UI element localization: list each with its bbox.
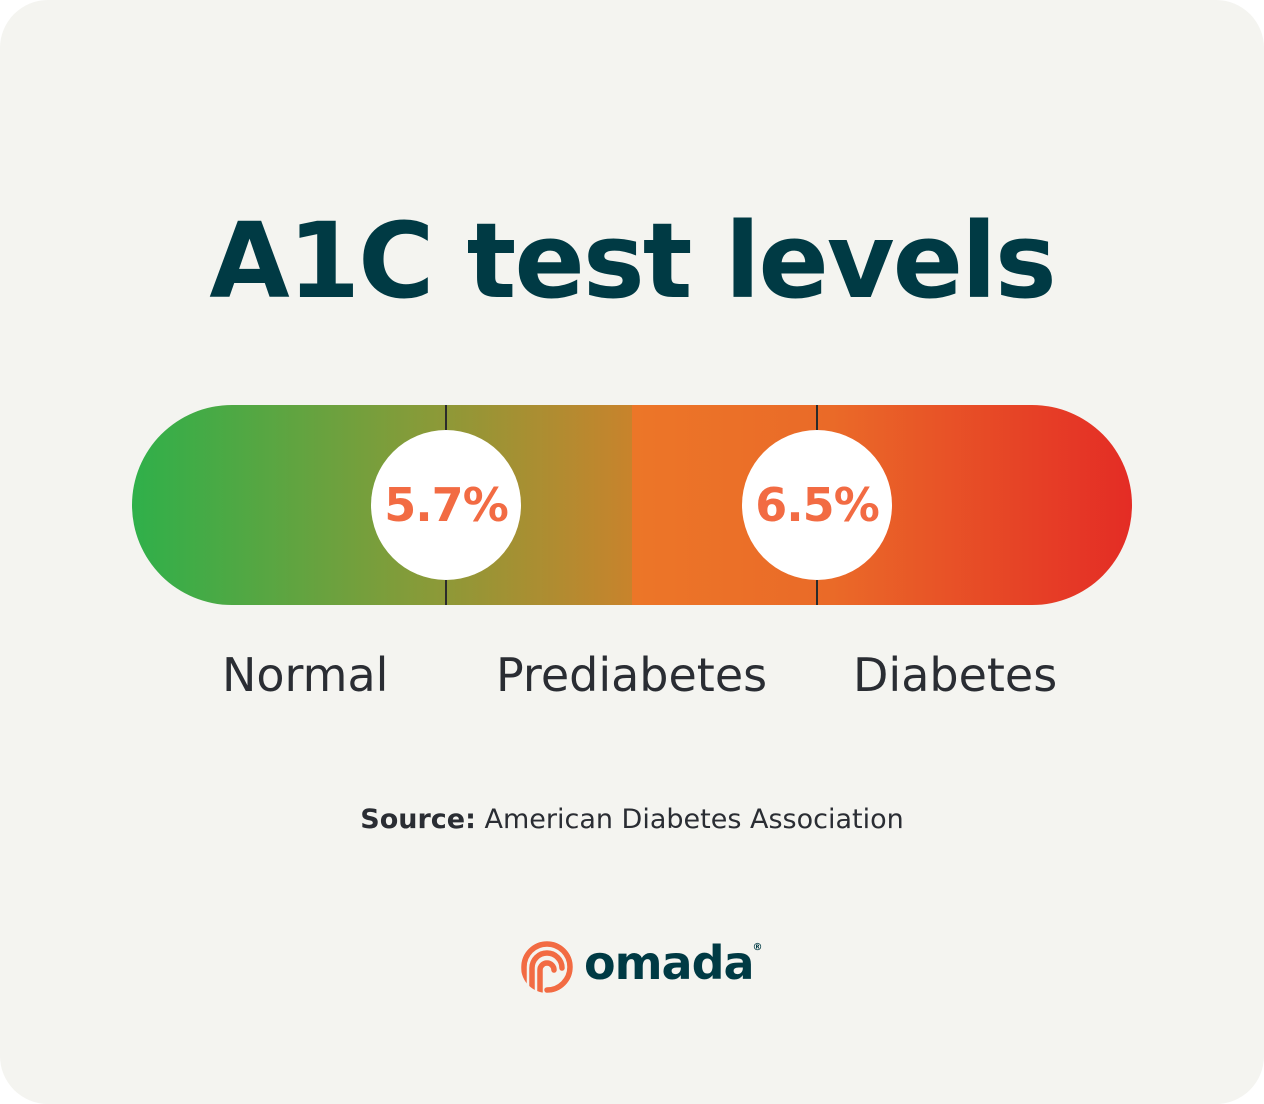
source-note: Source: American Diabetes Association — [0, 804, 1264, 835]
category-label-prediabetes: Prediabetes — [496, 648, 768, 702]
omada-mark-icon — [521, 941, 573, 993]
omada-logo: omada ® — [520, 936, 763, 994]
a1c-gradient-bar — [132, 405, 1132, 605]
threshold-value: 5.7% — [384, 478, 509, 532]
source-prefix: Source: — [360, 804, 476, 835]
page-title: A1C test levels — [209, 200, 1057, 322]
registered-mark: ® — [752, 942, 763, 953]
logo-word: omada — [584, 936, 755, 990]
threshold-value: 6.5% — [755, 478, 880, 532]
category-label-diabetes: Diabetes — [853, 648, 1058, 702]
omada-wordmark: omada ® — [584, 936, 763, 990]
source-text: American Diabetes Association — [475, 804, 904, 835]
category-label-normal: Normal — [222, 648, 389, 702]
threshold-bubble-diabetes: 6.5% — [742, 430, 892, 580]
threshold-bubble-prediabetes: 5.7% — [371, 430, 521, 580]
